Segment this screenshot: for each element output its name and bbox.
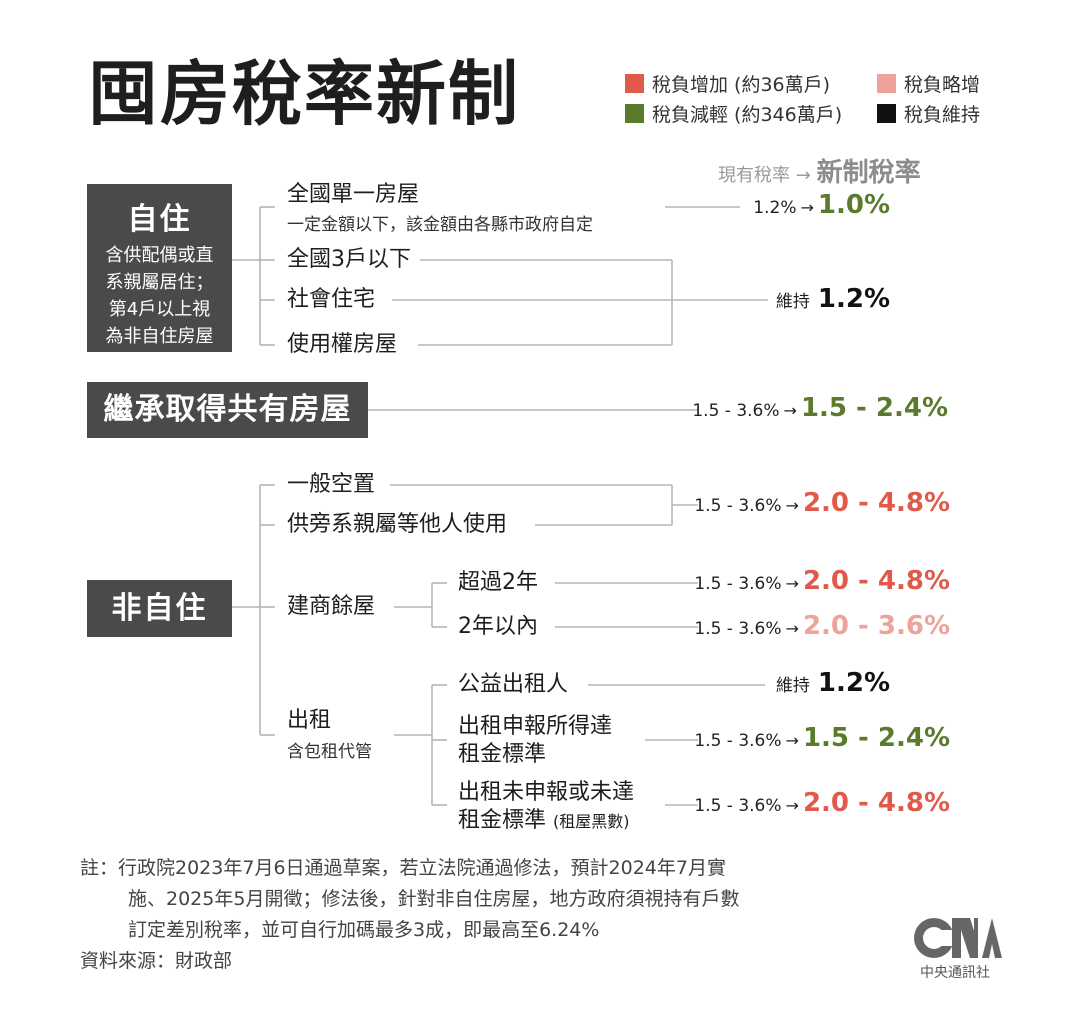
node-three-or-less: 全國3戶以下 xyxy=(287,247,411,272)
rate-vacant: 1.5 - 3.6% → 2.0 - 4.8% xyxy=(694,488,950,518)
node-rental: 出租 xyxy=(287,708,332,733)
node-within2: 2年以內 xyxy=(458,614,538,639)
rate-maintain-self: 維持 1.2% xyxy=(776,284,890,314)
rate-over2-new: 2.0 - 4.8% xyxy=(802,566,950,596)
cna-logo xyxy=(912,914,1004,962)
node-rent-reported-line2: 租金標準 xyxy=(458,742,547,767)
rate-vacant-old: 1.5 - 3.6% xyxy=(694,496,782,516)
rate-unreported-new: 2.0 - 4.8% xyxy=(802,788,950,818)
self-sub-line: 為非自住房屋 xyxy=(105,326,214,347)
rate-public-new: 1.2% xyxy=(817,668,890,698)
rate-within2-new: 2.0 - 3.6% xyxy=(802,611,950,641)
node-rent-reported: 出租申報所得達 租金標準 xyxy=(458,713,612,769)
rate-single-old: 1.2% xyxy=(753,198,797,218)
rate-maintain-self-new: 1.2% xyxy=(817,284,890,314)
legend-maintain: 稅負維持 xyxy=(877,100,980,127)
node-over2: 超過2年 xyxy=(458,570,538,595)
rate-reported-arrow: → xyxy=(785,731,799,750)
legend-decrease-swatch xyxy=(625,104,644,123)
legend-decrease: 稅負減輕 (約346萬戶) xyxy=(625,100,842,127)
inherit-box: 繼承取得共有房屋 xyxy=(87,382,368,438)
legend-maintain-label: 稅負維持 xyxy=(904,104,981,126)
node-social-housing: 社會住宅 xyxy=(287,287,376,312)
node-rent-reported-line1: 出租申報所得達 xyxy=(458,714,613,739)
footnote: 註：行政院2023年7月6日通過草案，若立法院通過修法，預計2024年7月實 施… xyxy=(80,853,739,977)
rate-single-new: 1.0% xyxy=(817,190,890,220)
self-sub-line: 系親屬居住； xyxy=(105,272,214,293)
node-single-house: 全國單一房屋 xyxy=(287,182,420,207)
rate-within2: 1.5 - 3.6% → 2.0 - 3.6% xyxy=(694,611,950,641)
header-new: 新制稅率 xyxy=(816,158,921,188)
node-use-right: 使用權房屋 xyxy=(287,332,398,357)
node-relatives: 供旁系親屬等他人使用 xyxy=(287,512,508,537)
rate-vacant-new: 2.0 - 4.8% xyxy=(802,488,950,518)
footnote-line-1: 註：行政院2023年7月6日通過草案，若立法院通過修法，預計2024年7月實 xyxy=(80,857,726,879)
self-occupied-title: 自住 xyxy=(127,202,192,237)
rate-inherit-new: 1.5 - 2.4% xyxy=(800,393,948,423)
legend-maintain-swatch xyxy=(877,104,896,123)
node-vacant: 一般空置 xyxy=(287,472,376,497)
node-rent-unreported-line2-wrap: 租金標準 (租屋黑數) xyxy=(458,807,634,836)
rate-inherit-old: 1.5 - 3.6% xyxy=(692,401,780,421)
rate-unreported: 1.5 - 3.6% → 2.0 - 4.8% xyxy=(694,788,950,818)
footnote-line-3: 訂定差別稅率，並可自行加碼最多3成，即最高至6.24% xyxy=(128,919,600,941)
self-sub-line: 含供配偶或直 xyxy=(105,245,214,266)
rate-within2-old: 1.5 - 3.6% xyxy=(694,619,782,639)
rate-reported-old: 1.5 - 3.6% xyxy=(694,731,782,751)
rate-over2-arrow: → xyxy=(785,574,799,593)
rate-unreported-old: 1.5 - 3.6% xyxy=(694,796,782,816)
rate-column-header: 現有稅率 → 新制稅率 xyxy=(718,152,921,189)
footnote-line-2: 施、2025年5月開徵；修法後，針對非自住房屋，地方政府須視持有戶數 xyxy=(128,888,740,910)
legend-slight-swatch xyxy=(877,74,896,93)
self-occupied-box: 自住 含供配偶或直 系親屬居住； 第4戶以上視 為非自住房屋 xyxy=(87,184,232,352)
rate-maintain-self-old: 維持 xyxy=(775,292,810,312)
source-line: 資料來源：財政部 xyxy=(80,950,233,972)
rate-within2-arrow: → xyxy=(785,619,799,638)
rate-reported-new: 1.5 - 2.4% xyxy=(802,723,950,753)
self-occupied-description: 含供配偶或直 系親屬居住； 第4戶以上視 為非自住房屋 xyxy=(87,242,232,350)
node-rent-unreported-line2: 租金標準 xyxy=(458,808,547,833)
legend-increase-label: 稅負增加 (約36萬戶) xyxy=(652,74,831,96)
cna-logo-icon xyxy=(914,918,1002,958)
rate-public-old: 維持 xyxy=(775,676,810,696)
legend-slight: 稅負略增 xyxy=(877,70,980,97)
rate-single-arrow: → xyxy=(800,198,814,217)
header-arrow: → xyxy=(795,165,811,186)
node-rent-unreported-note: (租屋黑數) xyxy=(553,812,630,831)
rate-inherit: 1.5 - 3.6% → 1.5 - 2.4% xyxy=(692,393,948,423)
rate-over2: 1.5 - 3.6% → 2.0 - 4.8% xyxy=(694,566,950,596)
legend-increase-swatch xyxy=(625,74,644,93)
node-public-landlord: 公益出租人 xyxy=(458,672,569,697)
node-rent-unreported-line1: 出租未申報或未達 xyxy=(458,780,635,805)
self-sub-line: 第4戶以上視 xyxy=(108,299,211,320)
node-rental-sub: 含包租代管 xyxy=(287,742,372,762)
non-self-box: 非自住 xyxy=(87,580,232,637)
node-builder: 建商餘屋 xyxy=(287,594,376,619)
cna-logo-text: 中央通訊社 xyxy=(920,965,990,981)
node-rent-unreported: 出租未申報或未達 租金標準 (租屋黑數) xyxy=(458,779,634,836)
rate-unreported-arrow: → xyxy=(785,796,799,815)
node-single-house-sub: 一定金額以下，該金額由各縣市政府自定 xyxy=(287,215,593,235)
legend-slight-label: 稅負略增 xyxy=(904,74,981,96)
rate-inherit-arrow: → xyxy=(783,401,797,420)
legend-decrease-label: 稅負減輕 (約346萬戶) xyxy=(652,104,843,126)
rate-reported: 1.5 - 3.6% → 1.5 - 2.4% xyxy=(694,723,950,753)
rate-single: 1.2% → 1.0% xyxy=(753,190,890,220)
header-current: 現有稅率 xyxy=(718,165,790,186)
legend-increase: 稅負增加 (約36萬戶) xyxy=(625,70,830,97)
rate-vacant-arrow: → xyxy=(785,496,799,515)
rate-over2-old: 1.5 - 3.6% xyxy=(694,574,782,594)
rate-public: 維持 1.2% xyxy=(776,668,890,698)
page-title: 囤房稅率新制 xyxy=(88,53,520,135)
